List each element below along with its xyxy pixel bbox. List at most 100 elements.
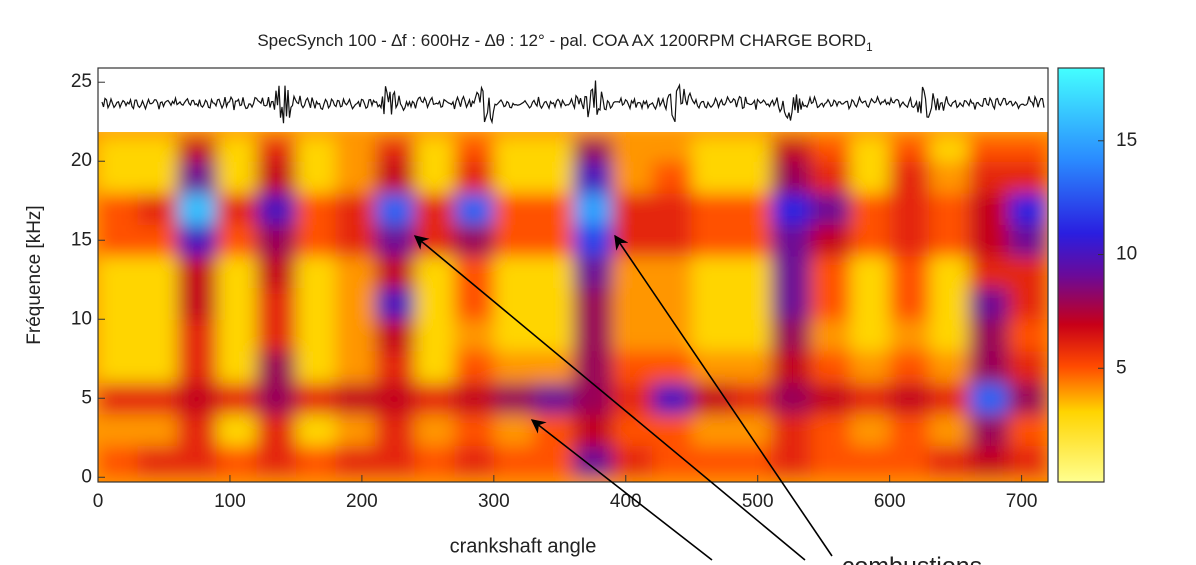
heat-cell [375, 161, 416, 194]
heat-cell [691, 256, 732, 289]
heat-cell [612, 319, 653, 352]
heat-cell [929, 382, 970, 415]
heat-cell [137, 192, 178, 225]
heat-cell [216, 445, 257, 478]
heat-cell [493, 445, 534, 478]
heat-cell [414, 445, 455, 478]
heat-cell [375, 192, 416, 225]
heat-cell [454, 256, 495, 289]
x-tick-label: 500 [742, 491, 774, 512]
heat-cell [612, 445, 653, 478]
arrows [413, 234, 833, 561]
heat-cell [850, 319, 891, 352]
heat-cell [810, 382, 851, 415]
heat-cell [810, 224, 851, 257]
heat-cell [731, 350, 772, 383]
heat-cell [454, 350, 495, 383]
heat-cell [652, 256, 693, 289]
heat-cell [137, 414, 178, 447]
heat-cell [335, 161, 376, 194]
heat-cell [335, 319, 376, 352]
heat-cell [889, 350, 930, 383]
heat-cell [1008, 192, 1048, 225]
heat-cell [810, 256, 851, 289]
heat-cell [414, 161, 455, 194]
heat-cell [216, 414, 257, 447]
heat-cell [295, 414, 336, 447]
heat-cell [295, 192, 336, 225]
x-tick-label: 100 [214, 491, 246, 512]
heat-cell [850, 287, 891, 320]
heat-cell [533, 445, 574, 478]
heat-cell [1008, 382, 1048, 415]
heat-cell [335, 382, 376, 415]
heat-cell [810, 445, 851, 478]
heat-cell [573, 192, 614, 225]
heat-cell [533, 382, 574, 415]
heat-cell [375, 319, 416, 352]
heat-cell [573, 161, 614, 194]
heat-cell [375, 256, 416, 289]
heat-cell [850, 192, 891, 225]
heat-cell [414, 350, 455, 383]
heat-cell [770, 414, 811, 447]
heat-cell [137, 350, 178, 383]
heat-cell [731, 414, 772, 447]
heat-cell [731, 445, 772, 478]
heat-cell [216, 319, 257, 352]
heat-cell [889, 414, 930, 447]
heat-cell [889, 192, 930, 225]
heat-cell [652, 350, 693, 383]
heat-cell [454, 319, 495, 352]
spectrogram-cells [98, 132, 1048, 482]
heat-cell [137, 445, 178, 478]
heat-cell [177, 192, 218, 225]
heat-cell [929, 414, 970, 447]
heat-cell [295, 350, 336, 383]
heat-cell [454, 382, 495, 415]
x-tick-label: 300 [478, 491, 510, 512]
y-axis-label: Fréquence [kHz] [24, 205, 45, 344]
heat-cell [850, 224, 891, 257]
heat-cell [256, 256, 297, 289]
heat-cell [612, 192, 653, 225]
heat-cell [454, 192, 495, 225]
heat-cell [216, 287, 257, 320]
heat-cell [256, 192, 297, 225]
heat-cell [375, 287, 416, 320]
heat-cell [968, 319, 1009, 352]
annotation: combustions [842, 553, 982, 565]
heat-cell [375, 137, 416, 162]
heat-cell [731, 192, 772, 225]
heat-cell [493, 224, 534, 257]
heat-cell [256, 137, 297, 162]
heat-cell [968, 414, 1009, 447]
heat-cell [691, 287, 732, 320]
heat-cell [929, 445, 970, 478]
heat-cell [414, 414, 455, 447]
heat-cell [612, 161, 653, 194]
heat-cell [1008, 414, 1048, 447]
heat-cell [929, 224, 970, 257]
heat-cell [612, 414, 653, 447]
heat-cell [889, 445, 930, 478]
x-tick-label: 200 [346, 491, 378, 512]
heat-cell [137, 287, 178, 320]
heat-cell [177, 382, 218, 415]
colorbar-tick-label: 5 [1116, 357, 1127, 378]
heat-cell [414, 319, 455, 352]
heat-cell [335, 287, 376, 320]
heat-cell [454, 414, 495, 447]
heat-cell [810, 414, 851, 447]
heat-cell [968, 382, 1009, 415]
heat-cell [573, 350, 614, 383]
heat-cell [968, 287, 1009, 320]
heat-cell [573, 382, 614, 415]
colorbar-ticks: 5 10 15 [1098, 130, 1137, 378]
title-subscript: 1 [866, 40, 873, 54]
heat-cell [850, 256, 891, 289]
heat-cell [968, 161, 1009, 194]
heat-cell [612, 382, 653, 415]
heat-cell [533, 287, 574, 320]
heat-cell [98, 161, 139, 194]
